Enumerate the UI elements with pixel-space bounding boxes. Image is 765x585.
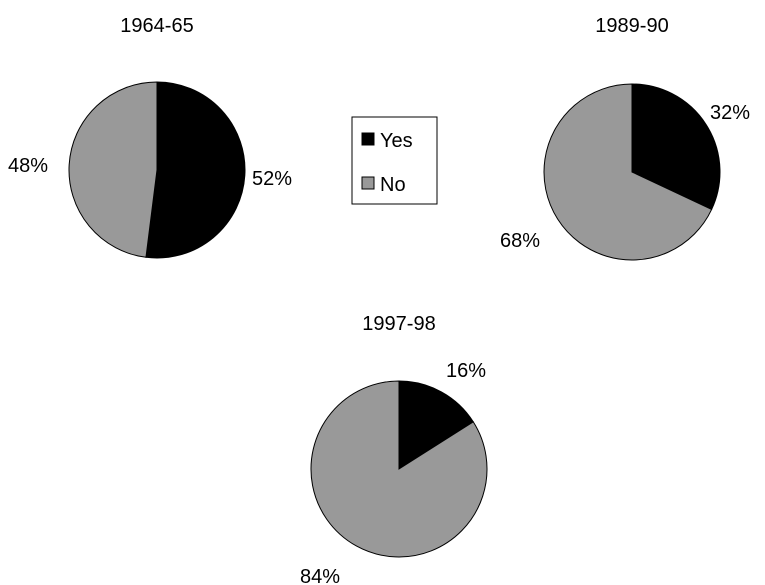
pie-slice-no	[68, 81, 158, 258]
pie-chart-1997-98: 1997-98 16% 84%	[300, 313, 488, 585]
legend: Yes No	[351, 116, 438, 205]
pie-slice-no	[310, 380, 488, 558]
chart-title: 1964-65	[120, 15, 193, 37]
charts-layer: 1964-65 52% 48% 1989-90 32% 68% 1997-98 16% 84%	[8, 15, 750, 585]
chart-title: 1997-98	[362, 313, 435, 335]
chart-title: 1989-90	[595, 15, 668, 37]
legend-label-yes: Yes	[380, 130, 413, 152]
slice-label-no: 48%	[8, 155, 48, 177]
slice-label-no: 68%	[500, 230, 540, 252]
pie-chart-1964-65: 1964-65 52% 48%	[8, 15, 292, 259]
pie-chart-1989-90: 1989-90 32% 68%	[500, 15, 750, 261]
slice-label-no: 84%	[300, 566, 340, 585]
pie-slice-yes	[145, 81, 246, 259]
pie-slice-yes	[631, 83, 721, 211]
legend-label-no: No	[380, 174, 406, 196]
slice-label-yes: 52%	[252, 168, 292, 190]
legend-swatch-no	[361, 176, 375, 190]
pie-slice-no	[543, 83, 713, 261]
legend-swatch-yes	[361, 132, 375, 146]
pie-slice-yes	[398, 380, 474, 470]
slice-label-yes: 32%	[710, 102, 750, 124]
legend-box	[351, 116, 438, 205]
slice-label-yes: 16%	[446, 360, 486, 382]
